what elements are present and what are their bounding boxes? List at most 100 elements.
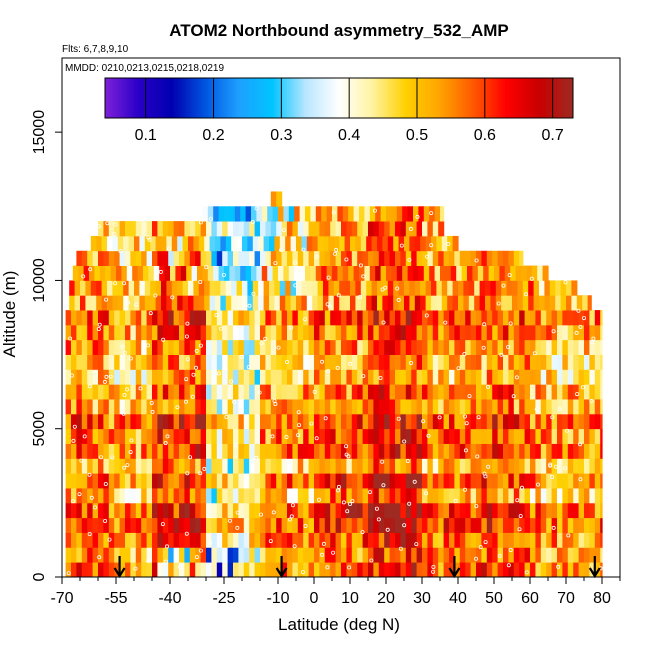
heatmap-cell bbox=[378, 384, 385, 400]
heatmap-cell bbox=[238, 310, 245, 326]
sample-marker bbox=[357, 294, 362, 299]
heatmap-cell bbox=[314, 517, 320, 533]
heatmap-cell bbox=[108, 384, 115, 400]
heatmap-cell bbox=[459, 458, 466, 474]
heatmap-cell bbox=[360, 235, 367, 252]
colorbar-swatch bbox=[121, 78, 125, 118]
heatmap-cell bbox=[108, 354, 115, 370]
heatmap-cell bbox=[389, 547, 396, 563]
heatmap-cell bbox=[98, 502, 104, 519]
heatmap-cell bbox=[513, 473, 520, 489]
heatmap-cell bbox=[98, 221, 104, 237]
heatmap-cell bbox=[594, 310, 601, 326]
colorbar-swatch bbox=[561, 78, 565, 118]
heatmap-cell bbox=[540, 458, 547, 474]
colorbar-swatch bbox=[350, 78, 354, 118]
heatmap-cell bbox=[346, 413, 353, 430]
heatmap-cell bbox=[427, 221, 434, 237]
heatmap-cell bbox=[195, 399, 202, 415]
heatmap-cell bbox=[416, 458, 423, 474]
heatmap-cell bbox=[438, 384, 445, 400]
sample-marker bbox=[224, 414, 229, 419]
heatmap-cell bbox=[513, 413, 520, 430]
heatmap-cell bbox=[125, 562, 131, 577]
heatmap-cell bbox=[517, 280, 524, 296]
heatmap-cell bbox=[589, 413, 596, 430]
heatmap-cell bbox=[528, 295, 535, 311]
sample-marker bbox=[367, 490, 372, 495]
colorbar-swatch bbox=[346, 78, 349, 118]
heatmap-cell bbox=[425, 295, 432, 311]
heatmap-cell bbox=[125, 517, 131, 533]
heatmap-cell bbox=[76, 413, 83, 430]
heatmap-cell bbox=[303, 324, 310, 341]
heatmap-cell bbox=[74, 295, 81, 311]
sample-marker bbox=[121, 411, 126, 416]
heatmap-cell bbox=[254, 443, 261, 459]
heatmap-cell bbox=[114, 354, 121, 370]
heatmap-cell bbox=[308, 324, 315, 341]
colorbar-swatch bbox=[339, 78, 342, 118]
heatmap-cell bbox=[200, 250, 207, 266]
heatmap-cell bbox=[389, 502, 396, 519]
heatmap-cell bbox=[427, 562, 434, 577]
heatmap-cell bbox=[177, 235, 184, 252]
heatmap-cell bbox=[405, 547, 412, 563]
y-axis-label: Altitude (m) bbox=[0, 271, 19, 358]
heatmap-cell bbox=[443, 310, 450, 326]
sample-marker bbox=[336, 484, 341, 489]
heatmap-cell bbox=[524, 428, 531, 444]
heatmap-cell bbox=[447, 295, 454, 311]
heatmap-cell bbox=[346, 532, 353, 548]
sample-marker bbox=[163, 441, 168, 446]
heatmap-cell bbox=[332, 265, 338, 281]
heatmap-cell bbox=[578, 354, 585, 370]
heatmap-cell bbox=[362, 547, 369, 563]
heatmap-cell bbox=[432, 488, 439, 504]
heatmap-cell bbox=[184, 502, 191, 519]
heatmap-cell bbox=[486, 443, 493, 459]
colorbar-swatch bbox=[395, 78, 398, 118]
heatmap-cell bbox=[263, 280, 270, 296]
heatmap-cell bbox=[157, 221, 164, 237]
heatmap-cell bbox=[341, 488, 347, 504]
heatmap-cell bbox=[119, 473, 126, 489]
heatmap-cell bbox=[189, 413, 196, 430]
colorbar-swatch bbox=[367, 78, 370, 118]
heatmap-cell bbox=[425, 235, 432, 252]
heatmap-cell bbox=[395, 369, 401, 385]
heatmap-cell bbox=[207, 265, 214, 281]
heatmap-cell bbox=[270, 399, 277, 415]
heatmap-cell bbox=[443, 339, 450, 355]
heatmap-cell bbox=[216, 473, 223, 489]
sample-marker bbox=[145, 343, 150, 348]
heatmap-cell bbox=[389, 458, 396, 474]
colorbar-swatch bbox=[434, 78, 438, 118]
heatmap-cell bbox=[335, 488, 342, 504]
heatmap-cell bbox=[393, 295, 400, 311]
heatmap-cell bbox=[161, 280, 167, 296]
heatmap-cell bbox=[211, 458, 218, 474]
heatmap-cell bbox=[270, 191, 277, 207]
heatmap-cell bbox=[258, 235, 265, 252]
heatmap-cell bbox=[308, 517, 315, 533]
colorbar-swatch bbox=[198, 78, 202, 118]
heatmap-cell bbox=[431, 280, 437, 296]
sample-marker bbox=[563, 466, 568, 471]
y-tick-label: 10000 bbox=[31, 258, 48, 303]
heatmap-cell bbox=[287, 458, 293, 474]
heatmap-cell bbox=[71, 324, 77, 341]
heatmap-cell bbox=[71, 413, 77, 430]
heatmap-cell bbox=[206, 221, 212, 237]
heatmap-cell bbox=[98, 517, 104, 533]
colorbar-swatch bbox=[109, 78, 113, 118]
sample-marker bbox=[166, 246, 171, 251]
heatmap-cell bbox=[459, 473, 466, 489]
heatmap-cell bbox=[211, 399, 218, 415]
heatmap-cell bbox=[179, 532, 185, 548]
heatmap-cell bbox=[589, 458, 596, 474]
x-tick-label: -10 bbox=[266, 590, 289, 607]
heatmap-cell bbox=[589, 547, 596, 563]
heatmap-cell bbox=[422, 502, 428, 519]
heatmap-cell bbox=[427, 339, 434, 355]
